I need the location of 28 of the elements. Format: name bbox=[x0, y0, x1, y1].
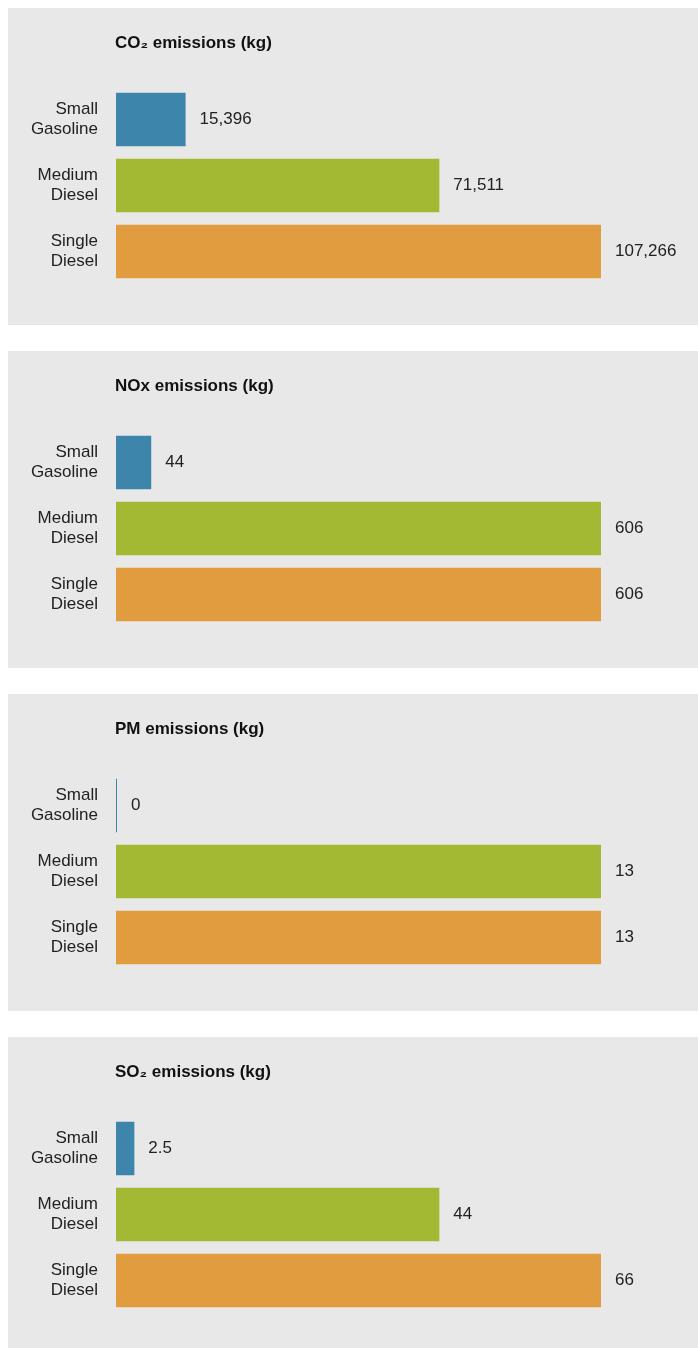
data-label: 606 bbox=[615, 518, 644, 538]
y-tick-label: Single Diesel bbox=[50, 574, 98, 614]
chart-title: PM emissions (kg) bbox=[114, 718, 266, 740]
chart-title: NOx emissions (kg) bbox=[114, 375, 275, 397]
y-tick-label: Single Diesel bbox=[50, 1260, 98, 1300]
data-label: 71,511 bbox=[453, 175, 505, 195]
y-tick-label: Small Gasoline bbox=[30, 784, 98, 825]
y-tick-label: Medium Diesel bbox=[37, 164, 98, 205]
data-label: 44 bbox=[165, 452, 185, 472]
y-tick-label: Single Diesel bbox=[50, 917, 98, 957]
data-label: 44 bbox=[453, 1204, 473, 1224]
data-label: 107,266 bbox=[615, 241, 677, 261]
y-tick-label: Medium Diesel bbox=[37, 850, 98, 891]
y-tick-label: Single Diesel bbox=[50, 231, 98, 271]
data-label: 15,396 bbox=[199, 109, 252, 129]
y-tick-label: Small Gasoline bbox=[30, 98, 98, 139]
data-label: 13 bbox=[615, 927, 634, 947]
y-tick-label: Small Gasoline bbox=[30, 441, 98, 482]
chart-title: SO₂ emissions (kg) bbox=[114, 1061, 272, 1083]
y-tick-label: Medium Diesel bbox=[37, 507, 98, 548]
y-tick-label: Medium Diesel bbox=[37, 1193, 98, 1234]
data-label: 13 bbox=[615, 861, 634, 881]
chart-title: CO₂ emissions (kg) bbox=[114, 32, 273, 54]
y-tick-label: Small Gasoline bbox=[30, 1127, 98, 1168]
data-label: 66 bbox=[615, 1270, 634, 1290]
data-label: 2.5 bbox=[148, 1138, 173, 1158]
data-label: 606 bbox=[615, 584, 644, 604]
data-label: 0 bbox=[131, 795, 141, 815]
